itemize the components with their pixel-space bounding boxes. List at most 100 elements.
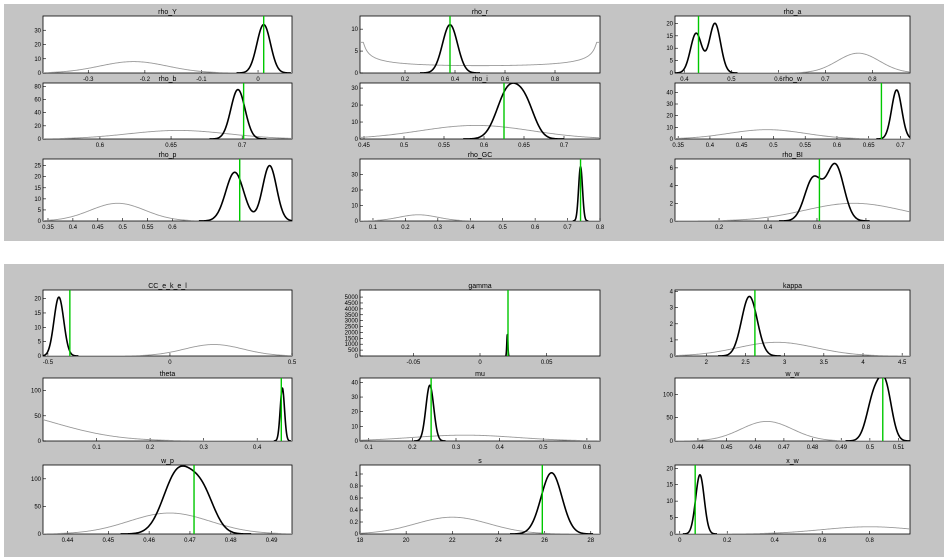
subplot-rho_GC: rho_GC 0.1 0.2 0.3 0.4 0.5 0.6 0.7 0.8 0 10 20 30 — [351, 152, 605, 231]
y-tick-label: 1 — [670, 338, 674, 344]
y-tick-label: 0 — [670, 532, 674, 538]
x-tick-label: 0.2 — [408, 445, 417, 451]
x-tick-label: 0.6 — [96, 143, 105, 149]
y-tick-label: 6 — [670, 166, 674, 172]
axes-box — [359, 377, 601, 442]
x-tick-label: 0.4 — [764, 225, 773, 231]
x-tick-label: 0.55 — [142, 225, 154, 231]
y-tick-label: 10 — [351, 204, 358, 210]
axes-box — [674, 289, 911, 357]
y-tick-label: 0.4 — [350, 508, 359, 514]
x-tick-label: 0.8 — [596, 225, 605, 231]
x-tick-label: 0.35 — [672, 143, 684, 149]
posterior-density-line — [682, 474, 718, 534]
subplot-mu: mu 0.1 0.2 0.3 0.4 0.5 0.6 0 10 20 30 40 — [351, 371, 601, 451]
x-tick-label: 0.44 — [692, 445, 704, 451]
x-tick-label: 0.1 — [92, 445, 101, 451]
x-tick-label: 0.6 — [168, 225, 177, 231]
x-tick-label: 0.6 — [818, 538, 827, 544]
x-tick-label: 0 — [478, 360, 482, 366]
x-tick-label: 0.6 — [480, 143, 489, 149]
subplot-title: rho_w — [783, 76, 803, 83]
y-tick-label: 40 — [666, 90, 673, 96]
x-tick-label: 0 — [256, 77, 260, 83]
prior-density-line — [675, 52, 910, 73]
y-tick-label: 0 — [670, 137, 674, 143]
subplot-title: w_w — [784, 371, 800, 378]
prior-density-line — [360, 124, 600, 139]
subplot-title: rho_a — [784, 9, 802, 16]
x-tick-label: 0.49 — [266, 538, 278, 544]
y-tick-label: 20 — [666, 466, 673, 472]
x-tick-label: 0.6 — [501, 77, 510, 83]
subplot-title: kappa — [783, 283, 802, 290]
subplot-w_p: w_p 0.44 0.45 0.46 0.47 0.48 0.49 0 50 100 — [31, 458, 293, 544]
axes-box — [42, 377, 293, 442]
x-tick-label: 0.7 — [560, 143, 569, 149]
x-tick-label: 0.6 — [813, 225, 822, 231]
y-tick-label: 10 — [34, 57, 41, 63]
x-tick-label: 0.6 — [583, 445, 592, 451]
x-tick-label: 0.8 — [868, 77, 877, 83]
prior-density-line — [360, 41, 600, 67]
subplot-gamma: gamma-0.05 0 0.050500100015002000250030003… — [345, 283, 601, 366]
prior-density-line — [360, 434, 600, 441]
prior-density-line — [43, 344, 292, 356]
prior-density-line — [43, 61, 292, 73]
subplot-title: w_p — [160, 458, 174, 465]
subplot-rho_r: rho_r 0.2 0.4 0.6 0.8 0 5 10 — [351, 9, 601, 83]
x-tick-label: 22 — [449, 538, 456, 544]
x-tick-label: -0.3 — [83, 77, 94, 83]
y-tick-label: 10 — [351, 120, 358, 126]
posterior-density-line — [414, 384, 446, 441]
x-tick-label: 0.2 — [401, 225, 410, 231]
y-tick-label: 50 — [34, 414, 41, 420]
x-tick-label: 0.48 — [225, 538, 237, 544]
x-tick-label: 24 — [495, 538, 502, 544]
y-tick-label: 3500 — [345, 313, 359, 319]
x-tick-label: 0.48 — [807, 445, 819, 451]
x-tick-label: 0.4 — [451, 77, 460, 83]
x-tick-label: 0.2 — [715, 225, 724, 231]
x-tick-label: 0.7 — [821, 77, 830, 83]
y-tick-label: 40 — [351, 380, 358, 386]
y-tick-label: 0 — [670, 219, 674, 225]
subplot-rho_b: rho_b 0.6 0.65 0.7 0 20 40 60 80 — [34, 76, 293, 149]
y-tick-label: 50 — [666, 416, 673, 422]
axes-box — [674, 377, 911, 442]
y-tick-label: 2000 — [345, 330, 359, 336]
y-tick-label: 0 — [355, 219, 359, 225]
posterior-density-line — [718, 295, 781, 356]
x-tick-label: 18 — [357, 538, 364, 544]
y-tick-label: 1 — [355, 472, 359, 478]
subplot-w_w: w_w 0.44 0.45 0.46 0.47 0.48 0.49 0.5 0.51 0 50 100 — [663, 371, 911, 451]
x-tick-label: 0.51 — [893, 445, 905, 451]
subplot-title: rho_BI — [782, 152, 803, 159]
posterior-density-line — [509, 471, 594, 534]
prior-density-line — [43, 419, 292, 441]
y-tick-label: 100 — [663, 392, 674, 398]
posterior-density-line — [675, 22, 738, 73]
y-tick-label: 30 — [351, 395, 358, 401]
subplot-rho_p: rho_p 0.35 0.4 0.45 0.5 0.55 0.6 0 5 10 15 20 25 — [34, 152, 293, 231]
y-tick-label: 2 — [670, 322, 674, 328]
axes-box — [359, 464, 601, 535]
y-tick-label: 10 — [666, 499, 673, 505]
axes-box — [42, 464, 293, 535]
x-tick-label: 0.4 — [706, 143, 715, 149]
posterior-density-line — [779, 162, 870, 221]
x-tick-label: 3 — [783, 360, 787, 366]
x-tick-label: 0.47 — [778, 445, 790, 451]
prior-density-line — [675, 202, 910, 221]
y-tick-label: 0 — [355, 137, 359, 143]
axes-box — [359, 15, 601, 74]
y-tick-label: 0 — [38, 439, 42, 445]
x-tick-label: 0.65 — [863, 143, 875, 149]
x-tick-label: 28 — [587, 538, 594, 544]
y-tick-label: 0.2 — [350, 520, 359, 526]
x-tick-label: 2.5 — [741, 360, 750, 366]
y-tick-label: 2 — [670, 201, 674, 207]
y-tick-label: 10 — [351, 424, 358, 430]
axes-box — [674, 15, 911, 74]
prior-density-line — [675, 420, 910, 441]
